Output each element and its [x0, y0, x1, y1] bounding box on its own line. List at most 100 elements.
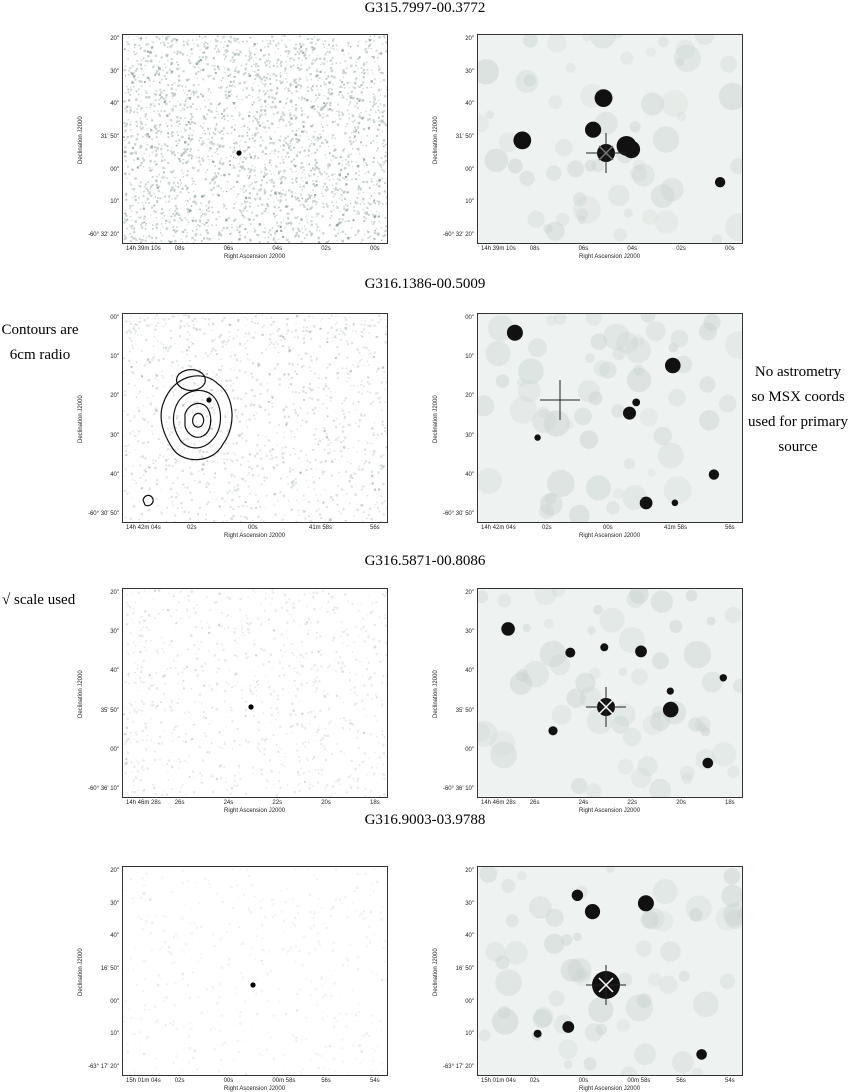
- msx-x-marker: [598, 699, 614, 715]
- image-canvas: [123, 35, 387, 243]
- y-tick-label: 00": [110, 166, 119, 173]
- y-axis-label: Declination J2000: [78, 670, 84, 718]
- image-canvas: [478, 314, 742, 522]
- star-source: [513, 131, 532, 150]
- y-tick-label: 40": [465, 101, 474, 108]
- scale-note: √ scale used: [2, 592, 76, 608]
- y-tick-label: 20": [110, 36, 119, 42]
- x-tick-label: 06s: [578, 246, 589, 252]
- y-tick-label: 30": [110, 900, 119, 907]
- y-axis-label: Declination J2000: [78, 116, 84, 164]
- y-tick-label: 10": [465, 354, 474, 361]
- y-axis-label: Declination J2000: [433, 948, 439, 996]
- star-source: [639, 496, 653, 510]
- x-tick-label: 14h 46m 28s: [481, 800, 516, 806]
- radio-image-panel: [122, 313, 388, 523]
- y-tick-label: -60° 36' 10": [442, 786, 474, 792]
- x-tick-label: 22s: [627, 800, 638, 806]
- x-axis-label: Right Ascension J2000: [224, 533, 286, 539]
- y-tick-label: 20": [110, 868, 119, 874]
- x-tick-label: 06s: [223, 246, 234, 252]
- y-tick-label: 40": [110, 668, 119, 675]
- y-tick-label: 30": [110, 432, 119, 439]
- y-tick-label: 00": [465, 746, 474, 753]
- y-tick-label: -60° 36' 10": [87, 786, 119, 792]
- y-tick-label: -63° 17' 20": [87, 1064, 119, 1070]
- image-canvas: [123, 589, 387, 797]
- y-tick-label: 35' 50": [100, 707, 119, 714]
- y-tick-label: -60° 32' 20": [442, 232, 474, 238]
- x-tick-label: 04s: [272, 246, 283, 252]
- x-tick-label: 54s: [370, 1078, 380, 1084]
- x-tick-label: 00s: [725, 246, 735, 252]
- msx-x-marker: [598, 145, 614, 161]
- radio-contour: [192, 412, 205, 428]
- msx-x-marker: [598, 977, 614, 993]
- y-tick-label: 30": [465, 432, 474, 439]
- y-tick-label: 20": [465, 590, 474, 596]
- y-tick-label: 40": [465, 668, 474, 675]
- y-tick-label: 40": [110, 101, 119, 108]
- y-tick-label: 00": [110, 315, 119, 321]
- star-source: [665, 357, 681, 374]
- y-axis-label: Declination J2000: [78, 948, 84, 996]
- x-tick-label: 56s: [321, 1078, 331, 1084]
- y-tick-label: 40": [110, 471, 119, 478]
- star-source: [632, 398, 641, 407]
- star-source: [565, 647, 576, 658]
- x-tick-label: 41m 58s: [309, 525, 333, 531]
- star-source: [571, 889, 584, 901]
- star-source: [600, 643, 609, 652]
- x-tick-label: 02s: [174, 1078, 185, 1084]
- star-source: [533, 1029, 542, 1038]
- y-tick-label: 10": [465, 199, 474, 206]
- y-tick-label: 20": [110, 590, 119, 596]
- y-tick-label: 31' 50": [100, 134, 119, 140]
- y-tick-label: 40": [110, 933, 119, 940]
- x-tick-label: 18s: [725, 800, 735, 806]
- y-tick-label: 20": [465, 868, 474, 874]
- radio-contour: [160, 375, 233, 461]
- x-tick-label: 15h 01m 04s: [481, 1078, 516, 1084]
- y-tick-label: 20": [110, 393, 119, 400]
- radio-contour: [142, 494, 154, 507]
- radio-contour: [172, 389, 222, 449]
- star-source: [662, 701, 679, 718]
- y-tick-label: 30": [465, 900, 474, 907]
- x-tick-label: 54s: [725, 1078, 735, 1084]
- point-source: [206, 397, 212, 403]
- ir-image-panel: [477, 588, 743, 798]
- y-tick-label: -60° 32' 20": [87, 232, 119, 238]
- x-tick-label: 14h 46m 28s: [126, 800, 161, 806]
- y-tick-label: 30": [465, 68, 474, 75]
- star-source: [635, 645, 647, 658]
- radio-contour: [175, 369, 206, 391]
- x-tick-label: 00s: [370, 246, 380, 252]
- x-tick-label: 00m 58s: [272, 1078, 296, 1084]
- image-canvas: [478, 589, 742, 797]
- y-tick-label: 20": [465, 36, 474, 42]
- x-tick-label: 02s: [529, 1078, 540, 1084]
- radio-image-panel: [122, 588, 388, 798]
- star-source: [506, 324, 523, 341]
- x-tick-label: 20s: [676, 800, 686, 806]
- y-axis-label: Declination J2000: [433, 670, 439, 718]
- y-tick-label: 00": [465, 998, 474, 1005]
- star-source: [534, 434, 541, 441]
- y-tick-label: 10": [110, 354, 119, 361]
- x-tick-label: 14h 42m 04s: [481, 525, 516, 531]
- x-tick-label: 56s: [676, 1078, 686, 1084]
- row-title: G316.5871-00.8086: [364, 553, 486, 569]
- row-title: G316.1386-00.5009: [364, 276, 486, 292]
- x-tick-label: 02s: [321, 246, 331, 252]
- ir-image-panel: [477, 313, 743, 523]
- y-tick-label: 35' 50": [455, 707, 474, 714]
- x-tick-label: 18s: [370, 800, 380, 806]
- x-tick-label: 56s: [370, 525, 380, 531]
- y-axis-label: Declination J2000: [433, 395, 439, 443]
- y-tick-label: 16' 50": [100, 966, 119, 972]
- x-tick-label: 00s: [603, 525, 613, 531]
- y-tick-label: 40": [465, 933, 474, 940]
- x-axis-label: Right Ascension J2000: [579, 1086, 641, 1092]
- x-tick-label: 56s: [725, 525, 735, 531]
